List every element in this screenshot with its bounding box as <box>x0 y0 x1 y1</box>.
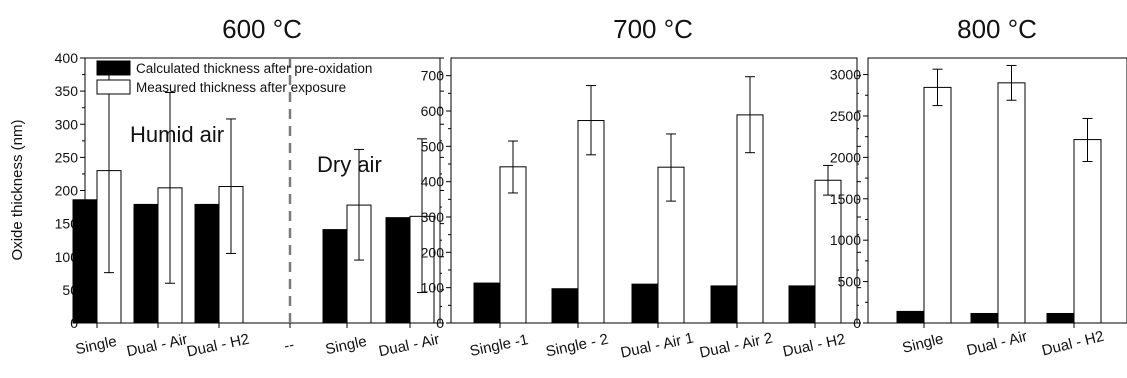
chart-title: 600 °C <box>222 14 302 44</box>
legend-label-calculated: Calculated thickness after pre-oxidation <box>136 61 372 76</box>
bar-calculated <box>194 203 220 324</box>
y-tick-label: 400 <box>421 174 445 190</box>
x-category-label: Single <box>74 333 118 358</box>
chart-title: 800 °C <box>957 14 1037 44</box>
y-tick-label: 1500 <box>830 191 861 207</box>
x-category-label: Dual - Air 2 <box>698 330 774 362</box>
y-tick-label: 0 <box>436 315 444 331</box>
y-tick-label: 3000 <box>830 67 861 83</box>
y-tick-label: 150 <box>55 216 79 232</box>
y-tick-label: 300 <box>55 116 79 132</box>
x-category-label: Dual - Air <box>377 331 441 360</box>
bar-calculated <box>896 310 925 324</box>
y-axis-label: Oxide thickness (nm) <box>9 120 26 261</box>
y-tick-label: 100 <box>421 280 445 296</box>
y-tick-label: 100 <box>55 249 79 265</box>
chart-panel-2: 700 °C 0 100 200 300 400 500 600 700 Single -1 Sin… <box>421 14 861 362</box>
bar-calculated <box>473 282 501 324</box>
x-category-label: Dual - H2 <box>1040 328 1106 360</box>
y-tick-label: 200 <box>421 244 445 260</box>
x-category-label: Single <box>901 330 946 357</box>
bar-calculated <box>551 288 579 324</box>
bar-calculated <box>133 203 159 324</box>
bar-measured <box>923 86 952 324</box>
y-tick-label: 2000 <box>830 149 861 165</box>
y-tick-label: 350 <box>55 83 79 99</box>
y-tick-label: 200 <box>55 183 79 199</box>
bar-calculated <box>385 217 411 324</box>
legend-swatch-measured <box>96 79 131 95</box>
y-tick-label: 250 <box>55 149 79 165</box>
x-category-label: Dual - Air 1 <box>619 330 695 362</box>
bar-measured <box>1073 139 1102 324</box>
bar-calculated <box>788 285 816 324</box>
x-category-label: -- <box>282 336 295 355</box>
y-tick-label: 400 <box>55 50 79 66</box>
y-tick-label: 700 <box>421 68 445 84</box>
bar-measured <box>997 82 1026 324</box>
chart-title: 700 °C <box>613 14 693 44</box>
x-category-label: Dual - H2 <box>185 331 251 361</box>
chart-panel-1: 600 °C050100150200250300350400SingleDual… <box>9 14 444 360</box>
y-tick-label: 500 <box>838 274 862 290</box>
x-category-label: Dual - Air <box>965 328 1029 359</box>
bar-calculated <box>322 229 348 324</box>
legend-label-measured: Measured thickness after exposure <box>136 80 346 95</box>
annotation-dry-air: Dry air <box>317 152 382 177</box>
y-tick-label: 300 <box>421 209 445 225</box>
x-category-label: Single <box>324 333 368 358</box>
x-category-label: Single -1 <box>468 331 529 360</box>
x-category-label: Dual - Air <box>125 331 189 360</box>
chart-panel-3: 800 °C 0 500 1000 1500 2000 2500 3000 Single Dual… <box>830 14 1127 360</box>
legend-swatch-calculated <box>96 60 131 76</box>
bar-calculated <box>631 283 659 324</box>
y-tick-label: 1000 <box>830 232 861 248</box>
bar-calculated <box>72 199 98 324</box>
annotation-humid-air: Humid air <box>130 122 224 147</box>
y-tick-label: 600 <box>421 103 445 119</box>
y-tick-label: 2500 <box>830 108 861 124</box>
y-tick-label: 0 <box>853 315 861 331</box>
legend: Calculated thickness after pre-oxidation… <box>96 60 372 95</box>
bar-calculated <box>970 312 999 324</box>
y-tick-label: 500 <box>421 138 445 154</box>
bar-measured <box>736 114 764 324</box>
bar-calculated <box>1046 312 1075 324</box>
x-category-label: Single - 2 <box>544 331 610 361</box>
bar-calculated <box>710 285 738 324</box>
x-category-label: Dual - H2 <box>781 331 847 361</box>
bar-measured <box>814 179 842 324</box>
